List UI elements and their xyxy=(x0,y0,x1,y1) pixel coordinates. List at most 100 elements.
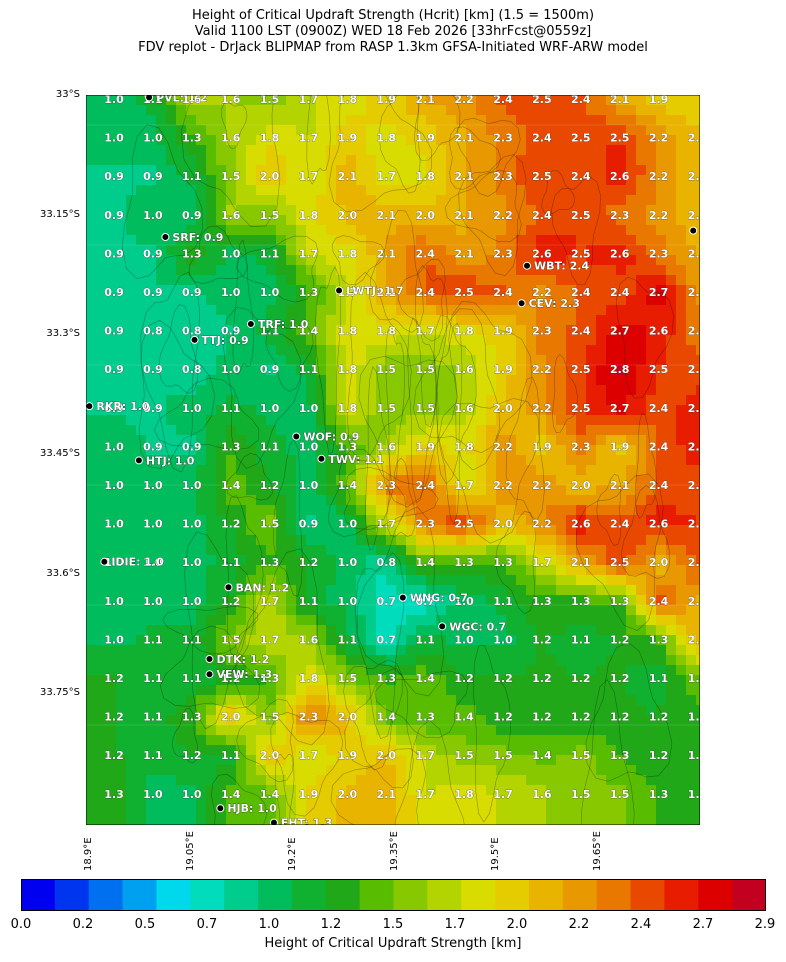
map-cell xyxy=(206,185,217,196)
map-cell xyxy=(216,125,227,136)
map-cell xyxy=(676,405,687,416)
station-marker[interactable] xyxy=(205,655,214,664)
station-marker[interactable] xyxy=(689,226,698,235)
map-cell xyxy=(266,795,277,806)
map-cell xyxy=(366,495,377,506)
grid-value: 1.7 xyxy=(415,788,435,801)
map-cell xyxy=(566,325,577,336)
map-cell xyxy=(226,575,237,586)
station-marker[interactable] xyxy=(246,319,255,328)
map-cell xyxy=(256,785,267,796)
map-cell xyxy=(316,385,327,396)
map-cell xyxy=(226,285,237,296)
map-cell xyxy=(586,385,597,396)
map-cell xyxy=(516,185,527,196)
map-cell xyxy=(316,125,327,136)
map-cell xyxy=(646,355,657,366)
map-cell xyxy=(666,335,677,346)
station-marker[interactable] xyxy=(86,402,94,411)
map-cell xyxy=(506,815,517,825)
map-cell xyxy=(376,665,387,676)
grid-value: 1.2 xyxy=(221,672,241,685)
station-marker[interactable] xyxy=(161,233,170,242)
map-cell xyxy=(336,755,347,766)
map-cell xyxy=(306,275,317,286)
map-cell xyxy=(486,725,497,736)
contour-line xyxy=(327,448,407,538)
station-marker[interactable] xyxy=(224,583,233,592)
map-cell xyxy=(666,425,677,436)
station-marker[interactable] xyxy=(522,261,531,270)
map-cell xyxy=(316,165,327,176)
station-marker[interactable] xyxy=(100,557,109,566)
station-marker[interactable] xyxy=(190,335,199,344)
map-cell xyxy=(326,105,337,116)
map-cell xyxy=(156,575,167,586)
map-cell xyxy=(676,535,687,546)
map-cell xyxy=(356,225,367,236)
map-cell xyxy=(326,305,337,316)
map-cell xyxy=(696,105,700,116)
map-cell xyxy=(96,715,107,726)
map-cell xyxy=(596,775,607,786)
map-cell xyxy=(316,795,327,806)
map-cell xyxy=(146,555,157,566)
contour-line xyxy=(162,605,258,655)
map-cell xyxy=(396,535,407,546)
map-cell xyxy=(116,395,127,406)
map-cell xyxy=(536,645,547,656)
map-cell xyxy=(126,655,137,666)
station-marker[interactable] xyxy=(269,818,278,825)
map-cell xyxy=(426,175,437,186)
map-cell xyxy=(146,395,157,406)
station-marker[interactable] xyxy=(134,456,143,465)
map-cell xyxy=(266,385,277,396)
map-cell xyxy=(496,295,507,306)
hcrit-map[interactable]: 1.0 1.1 1.6 1.6 1.5 1.7 1.8 1.9 2.1 2.2 2.4 2.5 2.4 2… xyxy=(86,95,700,825)
map-cell xyxy=(646,335,657,346)
map-cell xyxy=(596,715,607,726)
map-cell xyxy=(256,625,267,636)
map-cell xyxy=(96,635,107,646)
station-marker[interactable] xyxy=(438,622,447,631)
map-cell xyxy=(326,225,337,236)
station-marker[interactable] xyxy=(216,804,225,813)
map-cell xyxy=(256,305,267,316)
grid-value: 1.1 xyxy=(143,749,163,762)
station-marker[interactable] xyxy=(292,432,301,441)
map-cell xyxy=(506,785,517,796)
map-cell xyxy=(586,135,597,146)
station-marker[interactable] xyxy=(205,670,214,679)
map-cell xyxy=(126,165,137,176)
map-cell xyxy=(556,205,567,216)
station-marker[interactable] xyxy=(335,286,344,295)
map-cell xyxy=(166,735,177,746)
map-cell xyxy=(226,795,237,806)
map-cell xyxy=(86,745,97,756)
map-cell xyxy=(186,95,197,106)
map-cell xyxy=(546,245,557,256)
map-cell xyxy=(136,375,147,386)
map-cell xyxy=(176,565,187,576)
map-cell xyxy=(566,135,577,146)
map-cell xyxy=(276,695,287,706)
map-cell xyxy=(616,365,627,376)
map-cell xyxy=(546,295,557,306)
grid-value: 0.7 xyxy=(415,595,435,608)
station-marker[interactable] xyxy=(398,593,407,602)
map-cell xyxy=(516,355,527,366)
map-cell xyxy=(436,795,447,806)
map-cell xyxy=(536,615,547,626)
map-cell xyxy=(366,675,377,686)
map-cell xyxy=(396,695,407,706)
map-cell xyxy=(436,115,447,126)
map-cell xyxy=(396,515,407,526)
map-cell xyxy=(256,735,267,746)
station-marker[interactable] xyxy=(317,454,326,463)
map-cell xyxy=(676,705,687,716)
station-marker[interactable] xyxy=(517,299,526,308)
map-cell xyxy=(386,435,397,446)
map-cell xyxy=(666,445,677,456)
station-marker[interactable] xyxy=(145,95,154,102)
map-cell xyxy=(226,775,237,786)
